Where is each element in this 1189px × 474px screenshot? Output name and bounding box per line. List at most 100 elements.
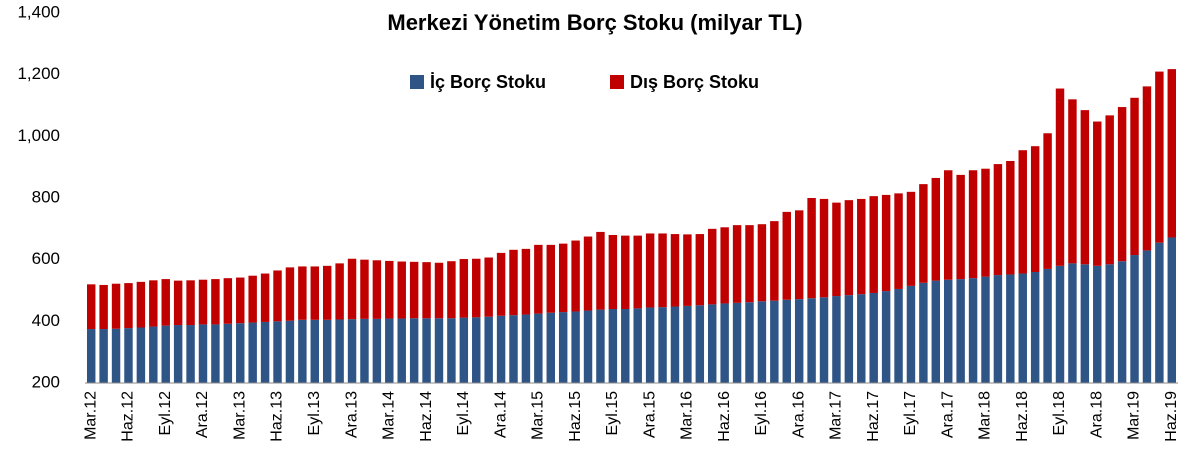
bar-segment	[149, 326, 158, 383]
bar-segment	[1030, 146, 1040, 272]
bar-segment	[248, 322, 257, 383]
bar-segment	[298, 266, 307, 320]
bar-segment	[1055, 88, 1065, 266]
bar-segment	[583, 236, 593, 311]
x-tick-label: Haz.12	[120, 391, 137, 442]
x-tick-label: Ara.15	[641, 391, 658, 438]
bar-segment	[111, 283, 121, 329]
y-tick-label: 600	[32, 249, 60, 268]
bar-segment	[347, 319, 357, 383]
bar-segment	[968, 278, 978, 383]
bar-segment	[745, 225, 754, 303]
x-tick-label: Mar.14	[381, 391, 398, 440]
bar-segment	[745, 302, 754, 383]
bar-segment	[869, 196, 878, 293]
bar-segment	[794, 210, 804, 300]
y-tick-label: 200	[32, 372, 60, 391]
bar-segment	[1068, 99, 1077, 264]
y-tick-label: 800	[32, 187, 60, 206]
bar-segment	[1043, 133, 1052, 269]
bar-segment	[1155, 71, 1164, 243]
bar-segment	[1167, 237, 1177, 383]
bar-segment	[211, 279, 220, 325]
bar-segment	[1142, 86, 1152, 251]
bar-segment	[1043, 268, 1052, 383]
bar-segment	[484, 316, 493, 383]
x-tick-label: Eyl.17	[902, 391, 919, 436]
bar-segment	[322, 319, 332, 383]
bar-segment	[1093, 121, 1102, 266]
bar-segment	[931, 280, 941, 383]
bar-segment	[1142, 250, 1152, 383]
legend-label: İç Borç Stoku	[430, 72, 546, 92]
bar-segment	[111, 328, 121, 383]
bar-segment	[1006, 161, 1015, 275]
bar-segment	[782, 211, 791, 300]
bar-segment	[1018, 150, 1027, 274]
bar-segment	[1018, 273, 1027, 383]
bar-segment	[683, 305, 692, 383]
bar-segment	[794, 299, 804, 383]
bar-segment	[919, 282, 928, 383]
bar-segment	[708, 304, 717, 383]
bar-segment	[981, 276, 990, 383]
bar-segment	[447, 261, 456, 319]
bar-segment	[770, 221, 779, 301]
bar-segment	[558, 312, 568, 383]
bar-segment	[409, 318, 419, 383]
bar-segment	[372, 260, 382, 319]
bar-segment	[732, 302, 742, 383]
bar-segment	[372, 318, 382, 383]
x-tick-label: Eyl.18	[1051, 391, 1068, 436]
bar-segment	[1105, 115, 1114, 265]
x-tick-label: Eyl.14	[455, 391, 472, 436]
bar-segment	[260, 273, 270, 322]
bar-segment	[496, 252, 506, 316]
bar-segment	[943, 170, 953, 280]
bar-segment	[1105, 264, 1114, 383]
bar-segment	[571, 240, 580, 312]
y-tick-label: 400	[32, 311, 60, 330]
bar-segment	[1117, 261, 1127, 383]
bar-segment	[385, 260, 394, 319]
bar-segment	[223, 278, 233, 324]
bar-segment	[509, 315, 518, 383]
bar-segment	[422, 318, 431, 383]
bar-segment	[273, 321, 282, 383]
bar-segment	[621, 309, 630, 383]
bar-segment	[857, 294, 866, 383]
bar-segment	[248, 275, 257, 323]
y-tick-label: 1,400	[17, 2, 60, 21]
bar-segment	[1080, 264, 1090, 383]
bar-segment	[211, 324, 220, 383]
bar-segment	[459, 259, 469, 318]
bar-segment	[981, 168, 990, 277]
bar-segment	[322, 265, 332, 320]
bar-segment	[124, 283, 133, 329]
bar-segment	[285, 267, 295, 321]
bar-segment	[1055, 265, 1065, 383]
bar-segment	[596, 231, 605, 310]
bar-segment	[832, 202, 841, 297]
bar-segment	[658, 307, 667, 383]
bar-segment	[273, 270, 282, 322]
bar-segment	[931, 177, 941, 281]
bar-segment	[670, 306, 680, 383]
bar-segment	[360, 259, 369, 319]
bar-segment	[136, 281, 146, 328]
bar-segment	[1030, 272, 1040, 383]
bar-segment	[807, 198, 816, 299]
bar-segment	[683, 234, 692, 306]
bar-segment	[347, 258, 357, 320]
x-tick-label: Haz.15	[567, 391, 584, 442]
bar-segment	[521, 314, 531, 383]
x-tick-label: Mar.18	[977, 391, 994, 440]
bar-segment	[1155, 242, 1164, 383]
bar-segment	[310, 266, 320, 320]
bar-segment	[546, 244, 555, 313]
bar-segment	[807, 298, 816, 383]
bar-segment	[645, 233, 655, 308]
x-tick-label: Haz.14	[418, 391, 435, 442]
bar-segment	[596, 309, 605, 383]
bar-segment	[1080, 110, 1090, 265]
